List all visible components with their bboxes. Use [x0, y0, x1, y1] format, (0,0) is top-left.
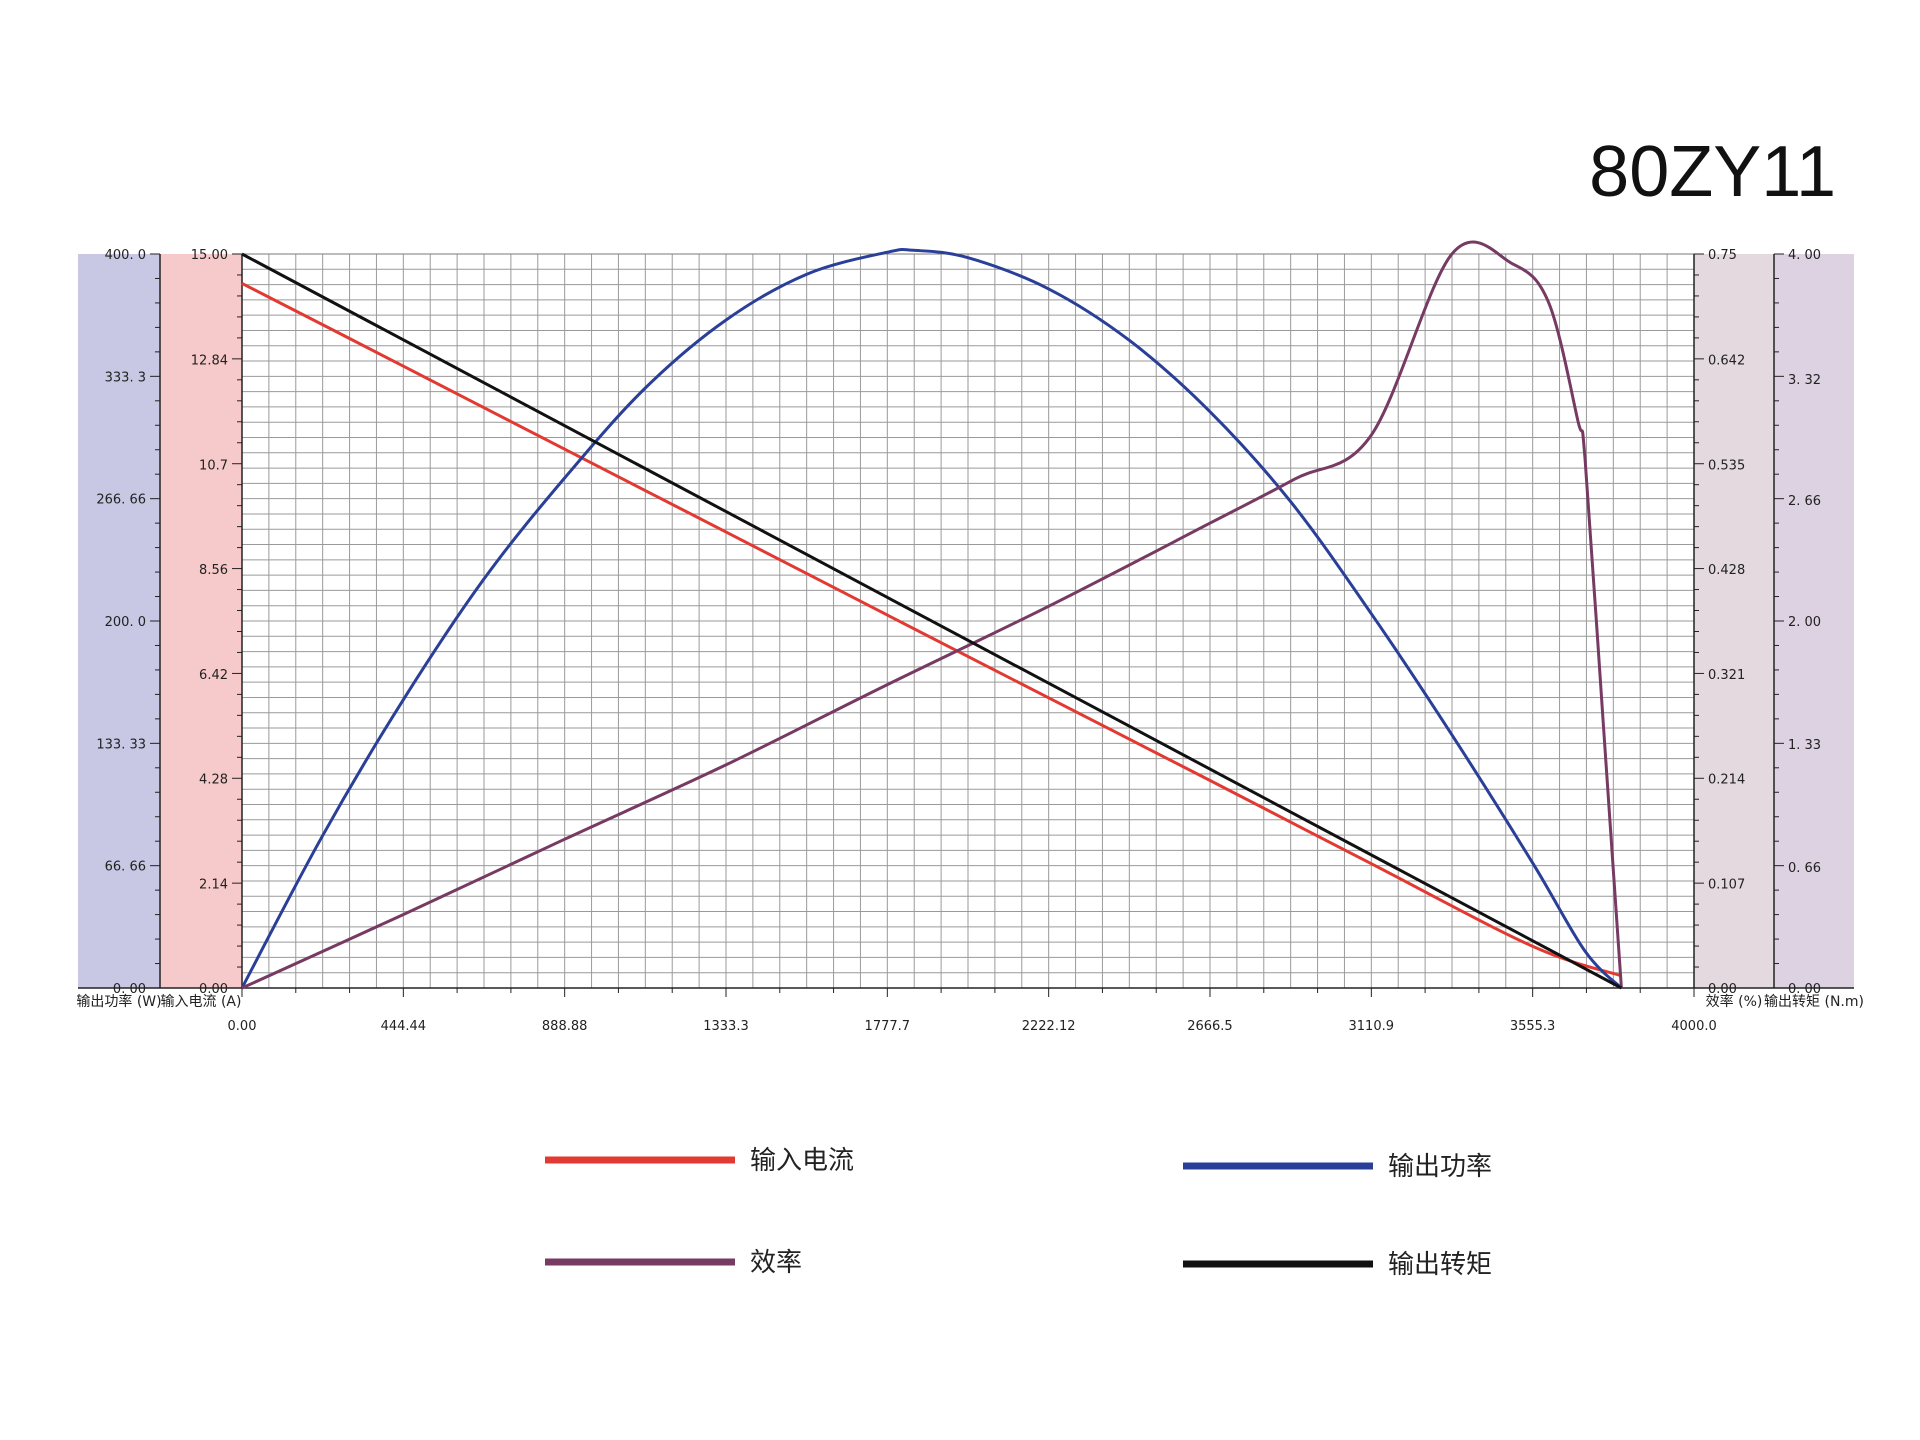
y-axis-title-current: 输入电流 (A) — [161, 994, 242, 1010]
x-tick-label: 3555.3 — [1510, 1019, 1556, 1034]
y-tick-label-efficiency: 0.428 — [1708, 563, 1745, 578]
y-tick-label-torque: 0. 66 — [1788, 861, 1821, 876]
x-tick-label: 4000.0 — [1671, 1019, 1717, 1034]
y-tick-label-torque: 3. 32 — [1788, 373, 1821, 388]
y-tick-label-power: 333. 3 — [105, 370, 146, 385]
axis-band-efficiency — [1694, 254, 1774, 988]
legend-label: 效率 — [750, 1248, 802, 1278]
y-tick-label-current: 0.00 — [199, 982, 228, 997]
y-tick-label-current: 6.42 — [199, 668, 228, 683]
y-tick-label-efficiency: 0.75 — [1708, 248, 1737, 263]
series-line-current — [241, 282, 1622, 978]
y-tick-label-torque: 4. 00 — [1788, 248, 1821, 263]
series-line-torque — [241, 252, 1623, 990]
axis-band-power — [78, 254, 160, 988]
y-tick-label-current: 15.00 — [191, 248, 228, 263]
axis-band-current — [160, 254, 242, 988]
axis-band-torque — [1774, 254, 1854, 988]
y-tick-label-power: 133. 33 — [96, 737, 146, 752]
x-tick-label: 2222.12 — [1022, 1019, 1076, 1034]
y-tick-label-efficiency: 0.321 — [1708, 668, 1745, 683]
y-tick-label-power: 200. 0 — [105, 615, 146, 630]
chart-title: 80ZY11 — [1589, 132, 1836, 212]
legend-label: 输入电流 — [750, 1146, 854, 1176]
x-tick-label: 0.00 — [228, 1019, 257, 1034]
y-axis-title-torque: 输出转矩 (N.m) — [1764, 994, 1864, 1010]
x-tick-label: 2666.5 — [1187, 1019, 1233, 1034]
y-tick-label-efficiency: 0.107 — [1708, 877, 1745, 892]
y-tick-label-power: 266. 66 — [96, 493, 146, 508]
x-tick-label: 888.88 — [542, 1019, 588, 1034]
y-tick-label-current: 4.28 — [199, 773, 228, 788]
y-tick-label-efficiency: 0.642 — [1708, 354, 1745, 369]
series-lines — [240, 240, 1623, 990]
y-tick-label-torque: 2. 00 — [1788, 615, 1821, 630]
y-tick-label-torque: 1. 33 — [1788, 738, 1821, 753]
y-tick-label-power: 66. 66 — [105, 860, 146, 875]
y-tick-label-efficiency: 0.535 — [1708, 458, 1745, 473]
x-tick-label: 1777.7 — [865, 1019, 911, 1034]
y-tick-label-efficiency: 0.214 — [1708, 773, 1745, 788]
y-axis-title-power: 输出功率 (W) — [76, 993, 161, 1010]
series-line-power — [240, 247, 1623, 990]
axis-bands — [78, 254, 1854, 988]
y-tick-label-torque: 2. 66 — [1788, 494, 1821, 509]
axes: 0.00 444.44 888.88 1333.3 1777.7 2222.12 2666.… — [76, 248, 1864, 1034]
y-tick-label-power: 400. 0 — [105, 248, 146, 263]
y-tick-label-current: 2.14 — [199, 877, 228, 892]
legend-label: 输出功率 — [1388, 1152, 1492, 1182]
y-tick-label-current: 8.56 — [199, 563, 228, 578]
x-tick-label: 444.44 — [381, 1019, 427, 1034]
y-axis-title-efficiency: 效率 (%) — [1706, 993, 1763, 1010]
x-tick-label: 3110.9 — [1349, 1019, 1395, 1034]
x-tick-label: 1333.3 — [703, 1019, 749, 1034]
y-tick-label-current: 10.7 — [199, 458, 228, 473]
legend-label: 输出转矩 — [1388, 1250, 1492, 1280]
y-tick-label-current: 12.84 — [191, 354, 228, 369]
y-tick-label-power: 0. 00 — [113, 982, 146, 997]
series-line-efficiency — [241, 240, 1623, 990]
y-tick-label-efficiency: 0.00 — [1708, 982, 1737, 997]
y-tick-label-torque: 0. 00 — [1788, 982, 1821, 997]
